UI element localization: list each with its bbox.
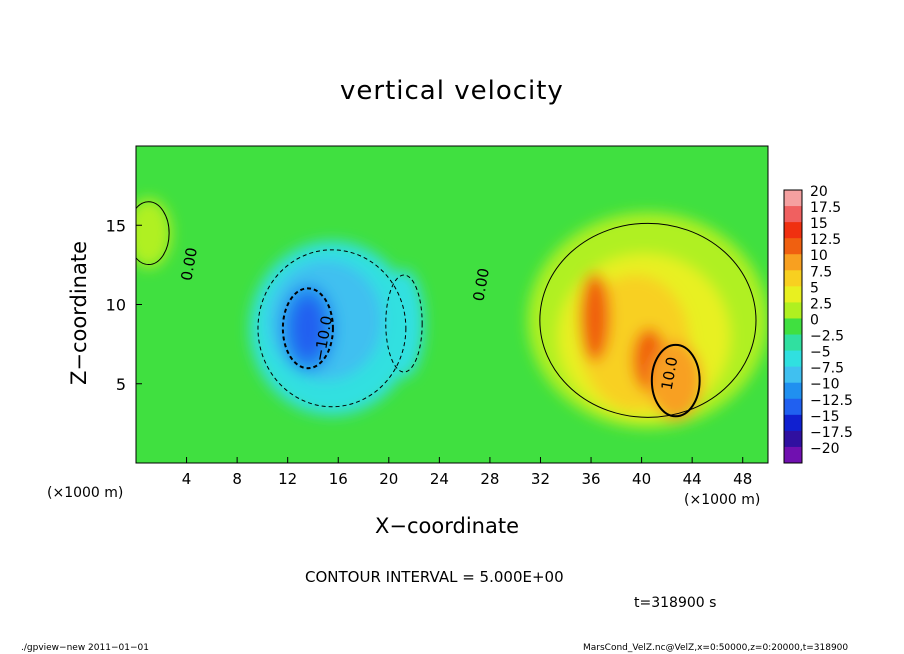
x-unit-right: (×1000 m) — [684, 492, 761, 508]
contour-interval-text: CONTOUR INTERVAL = 5.000E+00 — [305, 568, 564, 586]
colorbar-swatch-7 — [784, 302, 802, 319]
x-tick-label-20: 20 — [379, 470, 398, 488]
colorbar-label-6: 5 — [810, 280, 819, 296]
colorbar-label-11: −7.5 — [810, 361, 844, 377]
contour-line-5 — [539, 222, 757, 418]
colorbar-label-14: −15 — [810, 409, 840, 425]
y-tick-label-15: 15 — [106, 216, 126, 235]
colorbar-label-5: 7.5 — [810, 264, 832, 280]
colorbar-frame — [783, 189, 803, 464]
colorbar-label-13: −12.5 — [810, 393, 853, 409]
colorbar-swatch-12 — [784, 382, 802, 400]
colorbar-swatch-10 — [784, 350, 802, 368]
footer-left: ./gpview−new 2011−01−01 — [21, 643, 149, 653]
colorbar-swatch-14 — [784, 414, 802, 432]
x-tick-label-48: 48 — [733, 470, 752, 488]
colorbar-label-10: −5 — [810, 345, 831, 361]
x-axis-label: X−coordinate — [375, 514, 519, 538]
field-layer — [136, 198, 768, 429]
x-tick-label-44: 44 — [683, 470, 702, 488]
colorbar-swatch-0 — [784, 190, 802, 207]
colorbar-swatch-1 — [784, 206, 802, 223]
x-unit-left: (×1000 m) — [47, 485, 124, 501]
contour-line-10 — [650, 343, 701, 418]
x-tick-label-32: 32 — [531, 470, 550, 488]
x-tick-label-36: 36 — [581, 470, 600, 488]
chart-title: vertical velocity — [340, 76, 564, 106]
colorbar-label-16: −20 — [810, 441, 840, 457]
colorbar-swatch-5 — [784, 270, 802, 287]
colorbar-label-3: 12.5 — [810, 232, 841, 248]
time-stamp: t=318900 s — [634, 595, 717, 611]
colorbar-swatch-16 — [784, 446, 802, 464]
footer-right: MarsCond_VelZ.nc@VelZ,x=0:50000,z=0:2000… — [583, 643, 849, 653]
x-tick-label-24: 24 — [430, 470, 449, 488]
field-blob-8 — [579, 272, 610, 362]
y-axis-label: Z−coordinate — [67, 241, 91, 385]
x-tick-label-28: 28 — [480, 470, 499, 488]
x-tick-label-8: 8 — [232, 470, 242, 488]
colorbar-swatch-15 — [784, 430, 802, 448]
colorbar: 2017.51512.5107.552.50−2.5−5−7.5−10−12.5… — [783, 184, 853, 464]
colorbar-swatch-6 — [784, 286, 802, 303]
colorbar-label-8: 0 — [810, 312, 819, 328]
contour-line-4 — [385, 274, 423, 373]
y-tick-label-10: 10 — [106, 296, 126, 315]
colorbar-swatch-4 — [784, 254, 802, 271]
colorbar-swatch-13 — [784, 398, 802, 416]
field-blob-11 — [136, 198, 172, 269]
field-blob-4 — [383, 269, 425, 378]
x-tick-label-40: 40 — [632, 470, 651, 488]
colorbar-label-12: −10 — [810, 377, 840, 393]
colorbar-swatch-11 — [784, 366, 802, 384]
colorbar-label-0: 20 — [810, 184, 828, 200]
x-tick-label-16: 16 — [329, 470, 348, 488]
colorbar-swatch-3 — [784, 238, 802, 255]
contour-line-0 — [257, 249, 407, 408]
colorbar-swatch-8 — [784, 318, 802, 336]
colorbar-label-9: −2.5 — [810, 329, 844, 345]
field-blob-3 — [291, 296, 325, 360]
colorbar-swatch-9 — [784, 334, 802, 352]
contour-label-3: 10.0 — [658, 355, 682, 391]
x-tick-label-12: 12 — [278, 470, 297, 488]
contour-label-1: 0.00 — [469, 267, 493, 303]
colorbar-label-7: 2.5 — [810, 296, 832, 312]
contour-layer — [136, 201, 757, 418]
contour-line-2 — [281, 287, 334, 370]
colorbar-label-1: 17.5 — [810, 200, 841, 216]
y-tick-label-5: 5 — [116, 375, 126, 394]
contour-line-11 — [136, 201, 170, 266]
field-blob-10 — [649, 340, 703, 421]
colorbar-label-2: 15 — [810, 216, 828, 232]
colorbar-label-15: −17.5 — [810, 425, 853, 441]
colorbar-swatch-2 — [784, 222, 802, 239]
colorbar-label-4: 10 — [810, 248, 828, 264]
x-tick-label-4: 4 — [182, 470, 192, 488]
contour-label-0: 0.00 — [177, 246, 201, 282]
